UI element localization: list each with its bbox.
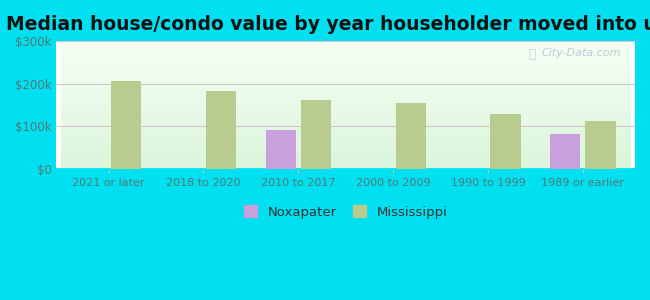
Text: City-Data.com: City-Data.com	[541, 47, 621, 58]
Title: Median house/condo value by year householder moved into unit: Median house/condo value by year househo…	[6, 15, 650, 34]
Bar	[490, 114, 521, 169]
Bar	[266, 130, 296, 169]
Bar	[550, 134, 580, 169]
Bar	[206, 92, 236, 169]
Bar	[111, 81, 141, 169]
Legend: Noxapater, Mississippi: Noxapater, Mississippi	[244, 205, 447, 219]
Bar	[301, 100, 331, 169]
Bar	[585, 121, 616, 169]
Text: ⓘ: ⓘ	[528, 47, 536, 61]
Bar	[396, 103, 426, 169]
